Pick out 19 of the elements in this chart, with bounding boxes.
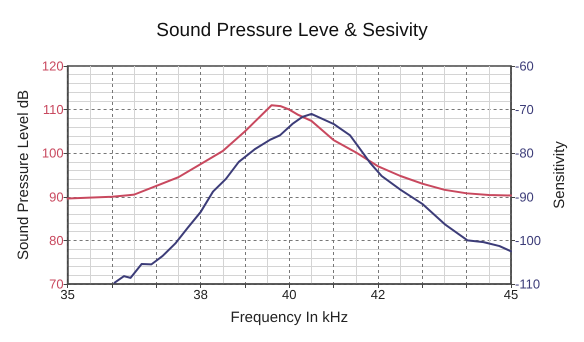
y-tick-label: 80 <box>49 232 64 248</box>
y-tick-label: 90 <box>49 189 64 204</box>
y2-tick-label: -60 <box>515 58 534 74</box>
y2-tick-label: -70 <box>515 102 534 118</box>
y-axis-title: Sound Pressure Level dB <box>15 90 32 260</box>
y2-tick-label: -100 <box>515 232 542 248</box>
x-tick-label: 42 <box>370 287 386 302</box>
line-series <box>114 112 512 284</box>
line-series <box>66 104 512 200</box>
y-tick-label: 110 <box>42 102 64 118</box>
y2-axis-title: Sensitivity <box>550 140 568 209</box>
x-tick-label: 38 <box>193 287 208 302</box>
chart-title: Sound Pressure Leve & Sesivity <box>156 20 428 41</box>
y-tick-label: 100 <box>42 146 64 161</box>
y2-tick-label: -80 <box>515 146 534 161</box>
y-tick-label: 120 <box>42 58 64 74</box>
y2-tick-label: -90 <box>515 189 534 204</box>
x-axis-title: Frequency In kHz <box>230 309 348 326</box>
x-tick-label: 40 <box>282 287 297 302</box>
